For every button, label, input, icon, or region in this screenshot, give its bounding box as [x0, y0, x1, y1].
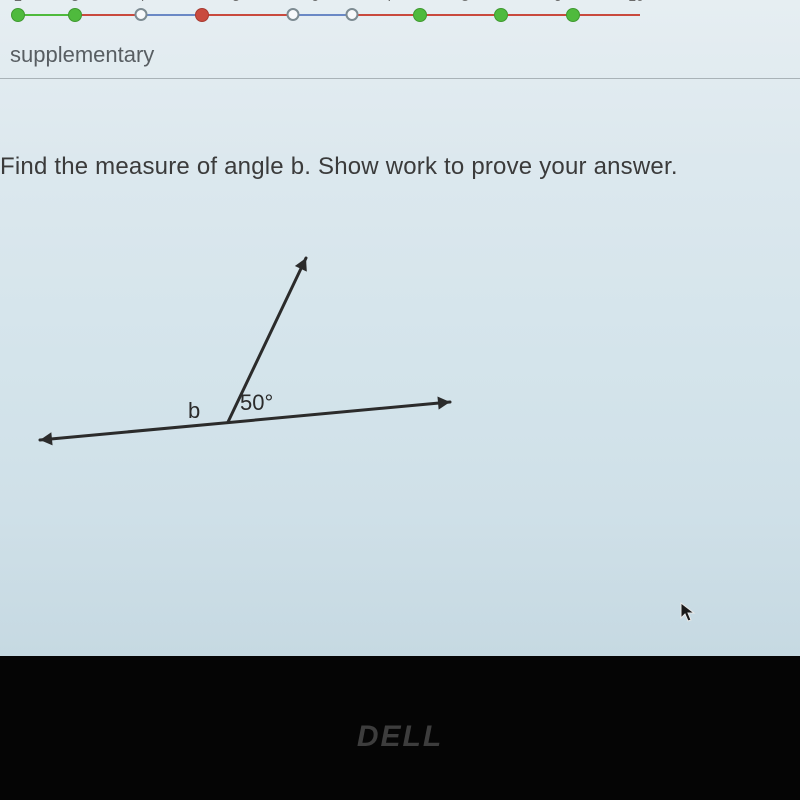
progress-dot[interactable] [135, 8, 148, 21]
progress-tick-label: 5 [226, 0, 246, 4]
progress-segment [420, 14, 501, 16]
progress-dot[interactable] [413, 8, 427, 22]
progress-dot[interactable] [68, 8, 82, 22]
progress-tick-label: 2 [8, 0, 28, 4]
angle-diagram: b 50° [10, 240, 510, 540]
divider [0, 78, 800, 79]
progress-segment [18, 14, 75, 16]
progress-dot[interactable] [494, 8, 508, 22]
progress-tick-label: 3 [65, 0, 85, 4]
progress-tick-label: 9 [548, 0, 568, 4]
breadcrumb[interactable]: supplementary [10, 42, 154, 68]
progress-segment [501, 14, 573, 16]
progress-segment [352, 14, 420, 16]
progress-segment [75, 14, 141, 16]
content-area: 2 3 4 5 6 7 8 9 10 supplementary Find the measur… [0, 0, 800, 656]
progress-tick-label: 10 [626, 0, 646, 4]
question-text: Find the measure of angle b. Show work t… [0, 153, 678, 181]
progress-tick-label: 4 [131, 0, 151, 4]
screen: 2 3 4 5 6 7 8 9 10 supplementary Find the measur… [0, 0, 800, 800]
progress-dot[interactable] [195, 8, 209, 22]
progress-tick-label: 6 [305, 0, 325, 4]
progress-segment [573, 14, 640, 16]
progress-dot[interactable] [346, 8, 359, 21]
angle-label-50: 50° [240, 390, 273, 416]
angle-label-b: b [188, 398, 200, 424]
progress-bar: 2 3 4 5 6 7 8 9 10 [0, 0, 800, 34]
brand-logo: DELL [357, 720, 443, 754]
progress-segment [202, 14, 293, 16]
progress-segment [141, 14, 202, 16]
progress-segment [293, 14, 352, 16]
progress-dot[interactable] [11, 8, 25, 22]
cursor-icon [680, 602, 696, 624]
progress-dot[interactable] [566, 8, 580, 22]
progress-tick-label: 8 [455, 0, 475, 4]
progress-tick-label: 7 [380, 0, 400, 4]
progress-dot[interactable] [287, 8, 300, 21]
